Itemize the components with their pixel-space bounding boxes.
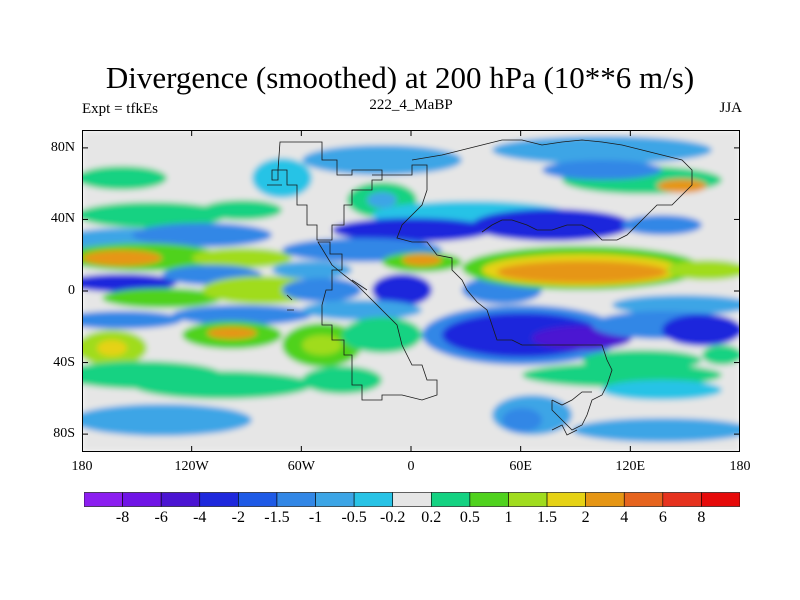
colorbar-swatch <box>122 492 162 507</box>
colorbar-level-label: 2 <box>581 509 590 526</box>
lon-tick-label: 60E <box>509 459 532 474</box>
colorbar-swatch <box>199 492 239 507</box>
lon-tick-label: 60W <box>287 459 315 474</box>
colorbar-level-label: -1 <box>308 509 323 526</box>
experiment-label: Expt = tfkEs <box>82 101 158 117</box>
colorbar-swatch <box>238 492 278 507</box>
colorbar-swatch <box>315 492 355 507</box>
lon-tick-label: 180 <box>729 459 751 474</box>
colorbar-level-label: -1.5 <box>264 509 290 526</box>
colorbar-level-label: -2 <box>231 509 246 526</box>
colorbar-swatch <box>160 492 201 507</box>
colorbar-level-label: -4 <box>193 509 207 526</box>
colorbar-level-label: 8 <box>697 509 706 526</box>
colorbar-swatch <box>701 492 740 507</box>
divergence-map <box>82 130 740 452</box>
lon-tick-label: 180 <box>71 459 93 474</box>
colorbar-level-label: 1 <box>504 509 513 526</box>
colorbar-level-label: 4 <box>620 509 629 526</box>
lat-tick-label: 40N <box>50 211 75 227</box>
colorbar-swatch <box>430 492 471 507</box>
lat-tick-label: 80S <box>53 426 75 442</box>
lon-tick-label: 120W <box>174 459 209 474</box>
colorbar-level-label: 1.5 <box>537 509 558 526</box>
lon-tick-label: 120E <box>615 459 646 474</box>
colorbar-swatch <box>353 492 394 507</box>
colorbar-swatch <box>84 492 123 507</box>
lat-tick-label: 40S <box>53 354 75 370</box>
colorbar-swatch <box>623 492 664 507</box>
season-label: JJA <box>719 100 742 116</box>
colorbar-level-label: -0.5 <box>341 509 367 526</box>
colorbar-level-label: 0.5 <box>459 509 480 526</box>
colorbar-swatch <box>585 492 625 507</box>
lat-tick-label: 80N <box>50 139 75 155</box>
colorbar-swatch <box>276 492 316 507</box>
colorbar-level-label: -0.2 <box>380 509 406 526</box>
coastline-outline <box>267 139 693 436</box>
colorbar-swatch <box>469 492 509 507</box>
colorbar-level-label: -6 <box>154 509 168 526</box>
colorbar-swatch <box>508 492 548 507</box>
contour-field <box>82 130 740 452</box>
colorbar <box>84 492 740 507</box>
colorbar-swatch <box>662 492 702 507</box>
lon-tick-label: 0 <box>407 459 415 474</box>
tick-marks <box>82 130 740 452</box>
colorbar-swatch <box>546 492 586 507</box>
colorbar-level-label: 6 <box>658 509 667 526</box>
colorbar-level-label: 0.2 <box>421 509 442 526</box>
chart-title: Divergence (smoothed) at 200 hPa (10**6 … <box>105 60 695 95</box>
lat-tick-label: 0 <box>68 283 75 298</box>
colorbar-swatch <box>392 492 432 507</box>
case-label: 222_4_MaBP <box>369 97 453 113</box>
colorbar-level-label: -8 <box>115 509 130 526</box>
